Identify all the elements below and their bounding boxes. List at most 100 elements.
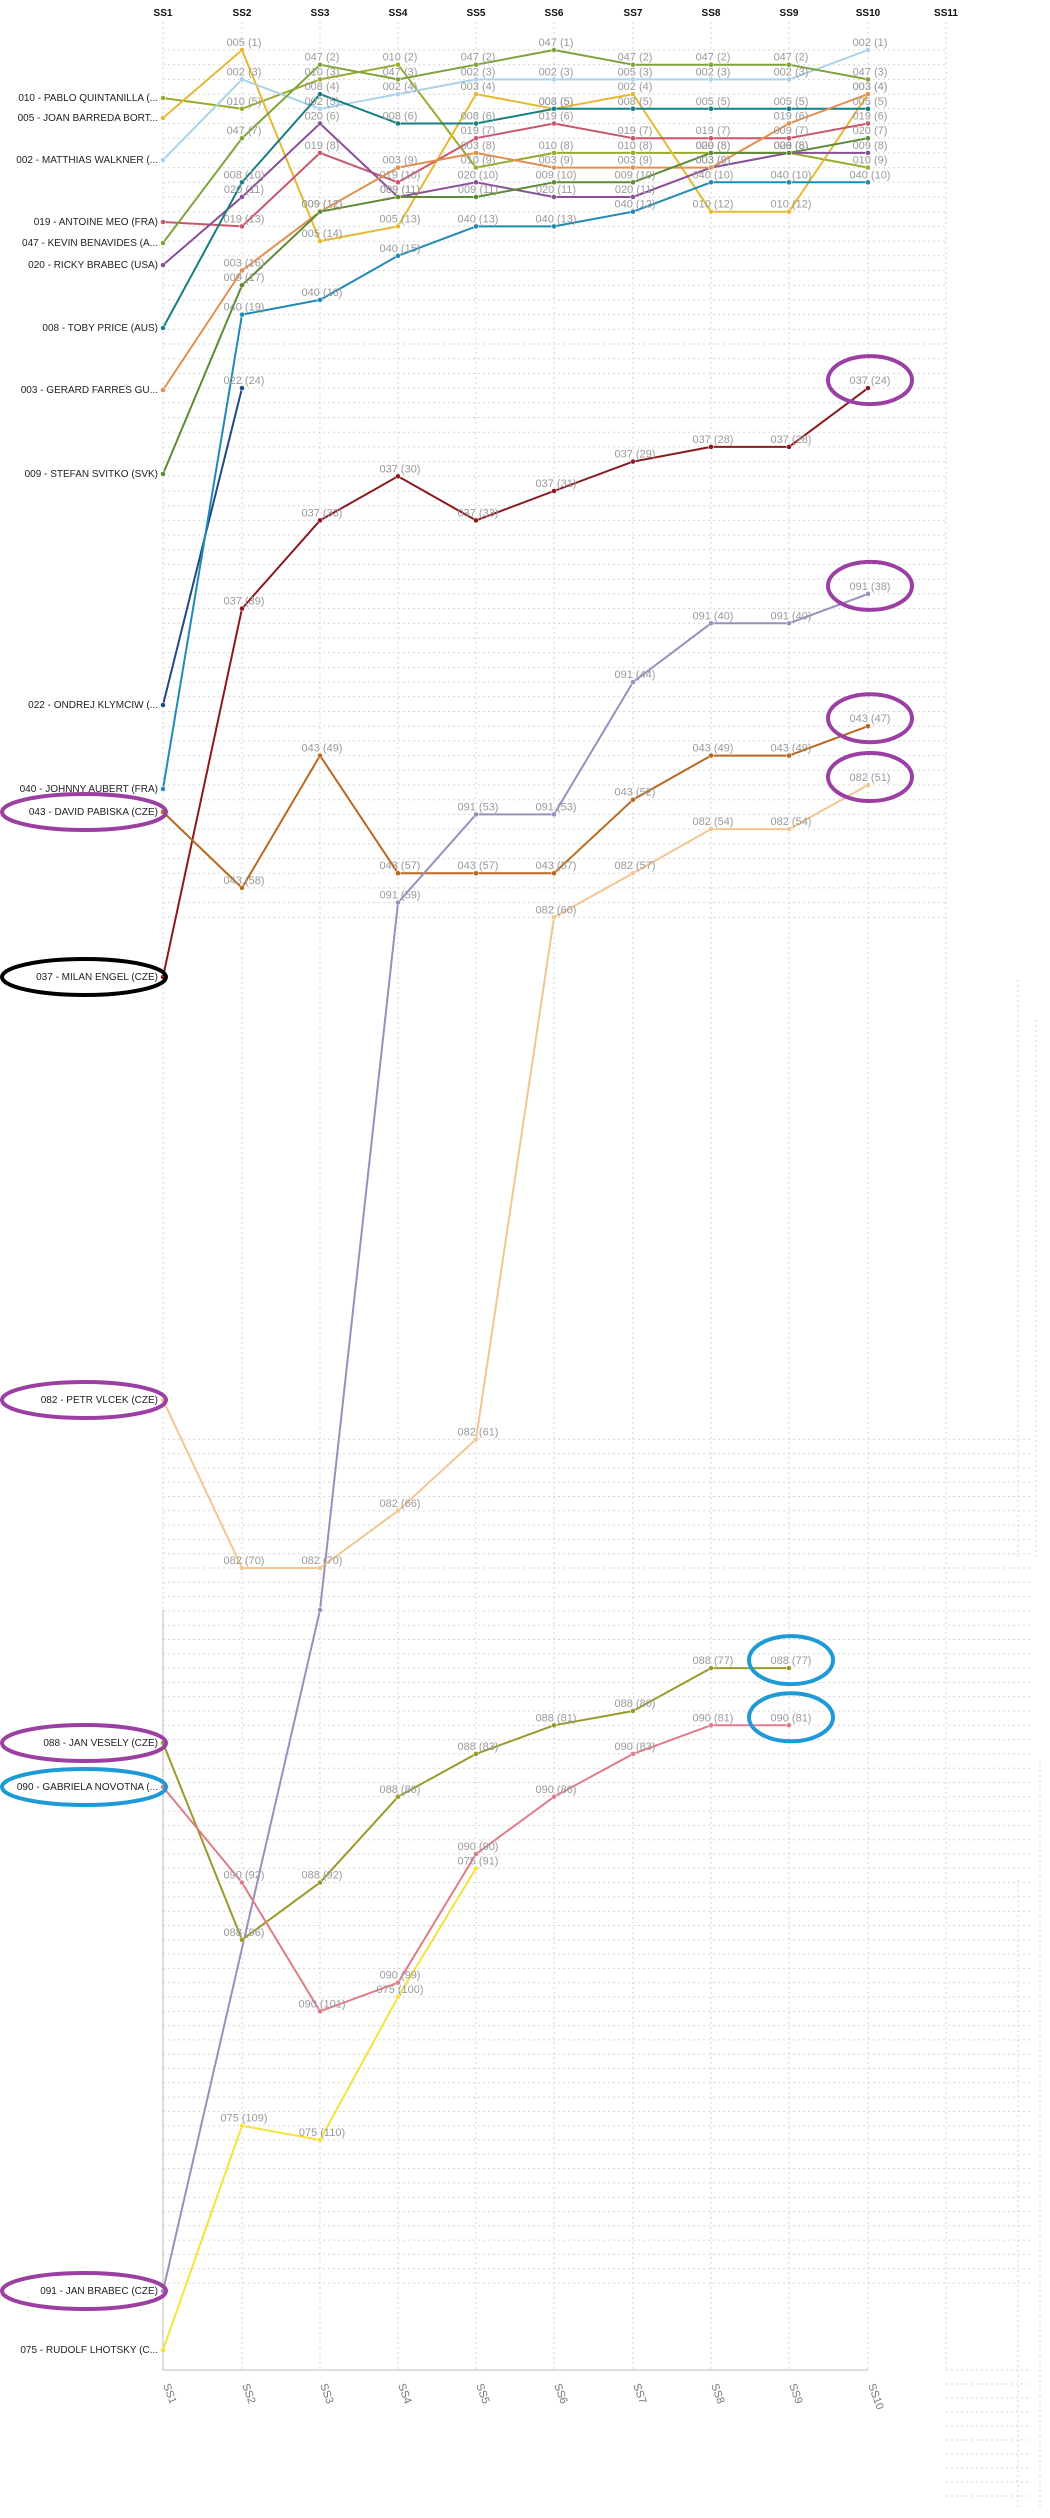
point-label: 002 (5) — [305, 96, 340, 108]
point-label: 091 (38) — [850, 581, 891, 593]
point-label: 003 (4) — [853, 81, 888, 93]
series-point-009 — [473, 194, 479, 200]
stage-label-top: SS3 — [311, 8, 330, 19]
point-label: 091 (53) — [458, 801, 499, 813]
series-point-040 — [395, 253, 401, 259]
point-label: 003 (4) — [461, 81, 496, 93]
series-point-002 — [160, 157, 166, 163]
point-label: 088 (83) — [458, 1741, 499, 1753]
point-label: 043 (58) — [224, 875, 265, 887]
series-point-008 — [786, 106, 792, 112]
series-point-040 — [708, 179, 714, 186]
point-label: 075 (109) — [220, 2113, 267, 2125]
series-point-047 — [865, 76, 871, 83]
series-point-037 — [317, 517, 323, 524]
series-point-091 — [317, 1607, 323, 1613]
series-point-002 — [317, 106, 323, 112]
series-point-047 — [786, 61, 792, 68]
series-point-040 — [160, 786, 166, 792]
series-point-020 — [160, 262, 166, 268]
point-label: 082 (51) — [850, 772, 891, 784]
series-point-005 — [317, 238, 323, 244]
series-point-075 — [239, 2122, 245, 2129]
series-point-010 — [395, 61, 401, 68]
series-line-003 — [162, 93, 869, 391]
stage-label-bottom: SS3 — [317, 2382, 335, 2406]
point-label: 043 (47) — [850, 713, 891, 725]
series-point-047 — [551, 47, 557, 53]
series-point-040 — [630, 208, 636, 215]
point-label: 002 (3) — [774, 66, 809, 78]
point-label: 091 (44) — [615, 669, 656, 681]
series-line-020 — [162, 122, 868, 266]
stage-label-bottom: SS10 — [865, 2382, 885, 2411]
series-point-003 — [473, 150, 479, 156]
point-label: 075 (100) — [376, 1984, 423, 1996]
point-label: 019 (6) — [774, 111, 809, 123]
point-label: 005 (13) — [380, 213, 421, 225]
stage-label-bottom: SS8 — [708, 2382, 726, 2406]
point-label: 008 (5) — [618, 96, 653, 108]
series-point-009 — [239, 282, 245, 288]
point-label: 009 (10) — [536, 169, 577, 181]
point-label: 088 (80) — [615, 1698, 656, 1710]
series-line-043 — [162, 725, 869, 889]
series-point-019 — [786, 135, 792, 141]
rider-label-088: 088 - JAN VESELY (CZE) — [43, 1738, 158, 1749]
series-point-037 — [630, 458, 636, 465]
stage-label-top: SS6 — [545, 8, 564, 19]
point-label: 009 (11) — [380, 184, 420, 196]
point-label: 088 (81) — [536, 1712, 577, 1724]
series-point-008 — [473, 120, 479, 127]
point-label: 047 (2) — [461, 52, 496, 64]
point-label: 002 (4) — [618, 81, 653, 93]
point-label: 090 (86) — [536, 1784, 577, 1796]
series-point-037 — [395, 473, 401, 480]
point-label: 082 (70) — [302, 1555, 343, 1567]
series-point-005 — [160, 115, 166, 121]
series-point-040 — [786, 179, 792, 186]
point-label: 037 (28) — [771, 434, 812, 446]
point-label: 008 (5) — [539, 96, 574, 108]
series-point-010 — [160, 95, 166, 101]
series-point-047 — [395, 76, 401, 83]
series-point-090 — [708, 1722, 714, 1729]
series-point-082 — [630, 870, 636, 876]
series-point-002 — [865, 47, 871, 53]
point-label: 090 (101) — [298, 1998, 345, 2010]
series-point-091 — [708, 620, 714, 627]
series-point-040 — [551, 223, 557, 230]
series-point-020 — [630, 194, 636, 200]
point-label: 043 (52) — [615, 787, 656, 799]
point-label: 009 (8) — [696, 140, 731, 152]
series-point-008 — [708, 106, 714, 112]
rider-label-019: 019 - ANTOINE MEO (FRA) — [34, 217, 158, 228]
rider-label-003: 003 - GERARD FARRES GU... — [21, 385, 158, 396]
annotation-marks — [0, 354, 914, 2311]
series-point-043 — [395, 870, 401, 876]
point-label: 040 (13) — [458, 213, 499, 225]
stage-label-bottom: SS4 — [395, 2382, 413, 2406]
series-line-037 — [162, 387, 869, 978]
point-label: 091 (53) — [536, 801, 577, 813]
point-label: 003 (4) — [853, 81, 888, 93]
point-label: 010 (12) — [693, 199, 734, 211]
point-label: 082 (57) — [615, 860, 656, 872]
series-point-010 — [865, 164, 871, 171]
point-label: 088 (77) — [693, 1655, 734, 1667]
series-point-005 — [708, 208, 714, 215]
rider-label-022: 022 - ONDREJ KLYMCIW (... — [28, 700, 158, 711]
point-label: 043 (49) — [693, 743, 734, 755]
point-label: 088 (96) — [224, 1927, 265, 1939]
series-point-010 — [317, 76, 323, 83]
point-label: 043 (57) — [536, 860, 577, 872]
rider-label-043: 043 - DAVID PABISKA (CZE) — [29, 807, 158, 818]
annotation-ellipse — [0, 957, 168, 997]
point-label: 040 (19) — [224, 302, 265, 314]
series-point-088 — [473, 1751, 479, 1757]
series-point-005 — [395, 223, 401, 230]
series-point-082 — [708, 826, 714, 832]
series-point-003 — [865, 91, 871, 97]
point-label: 010 (2) — [383, 52, 418, 64]
series-point-003 — [786, 120, 792, 127]
